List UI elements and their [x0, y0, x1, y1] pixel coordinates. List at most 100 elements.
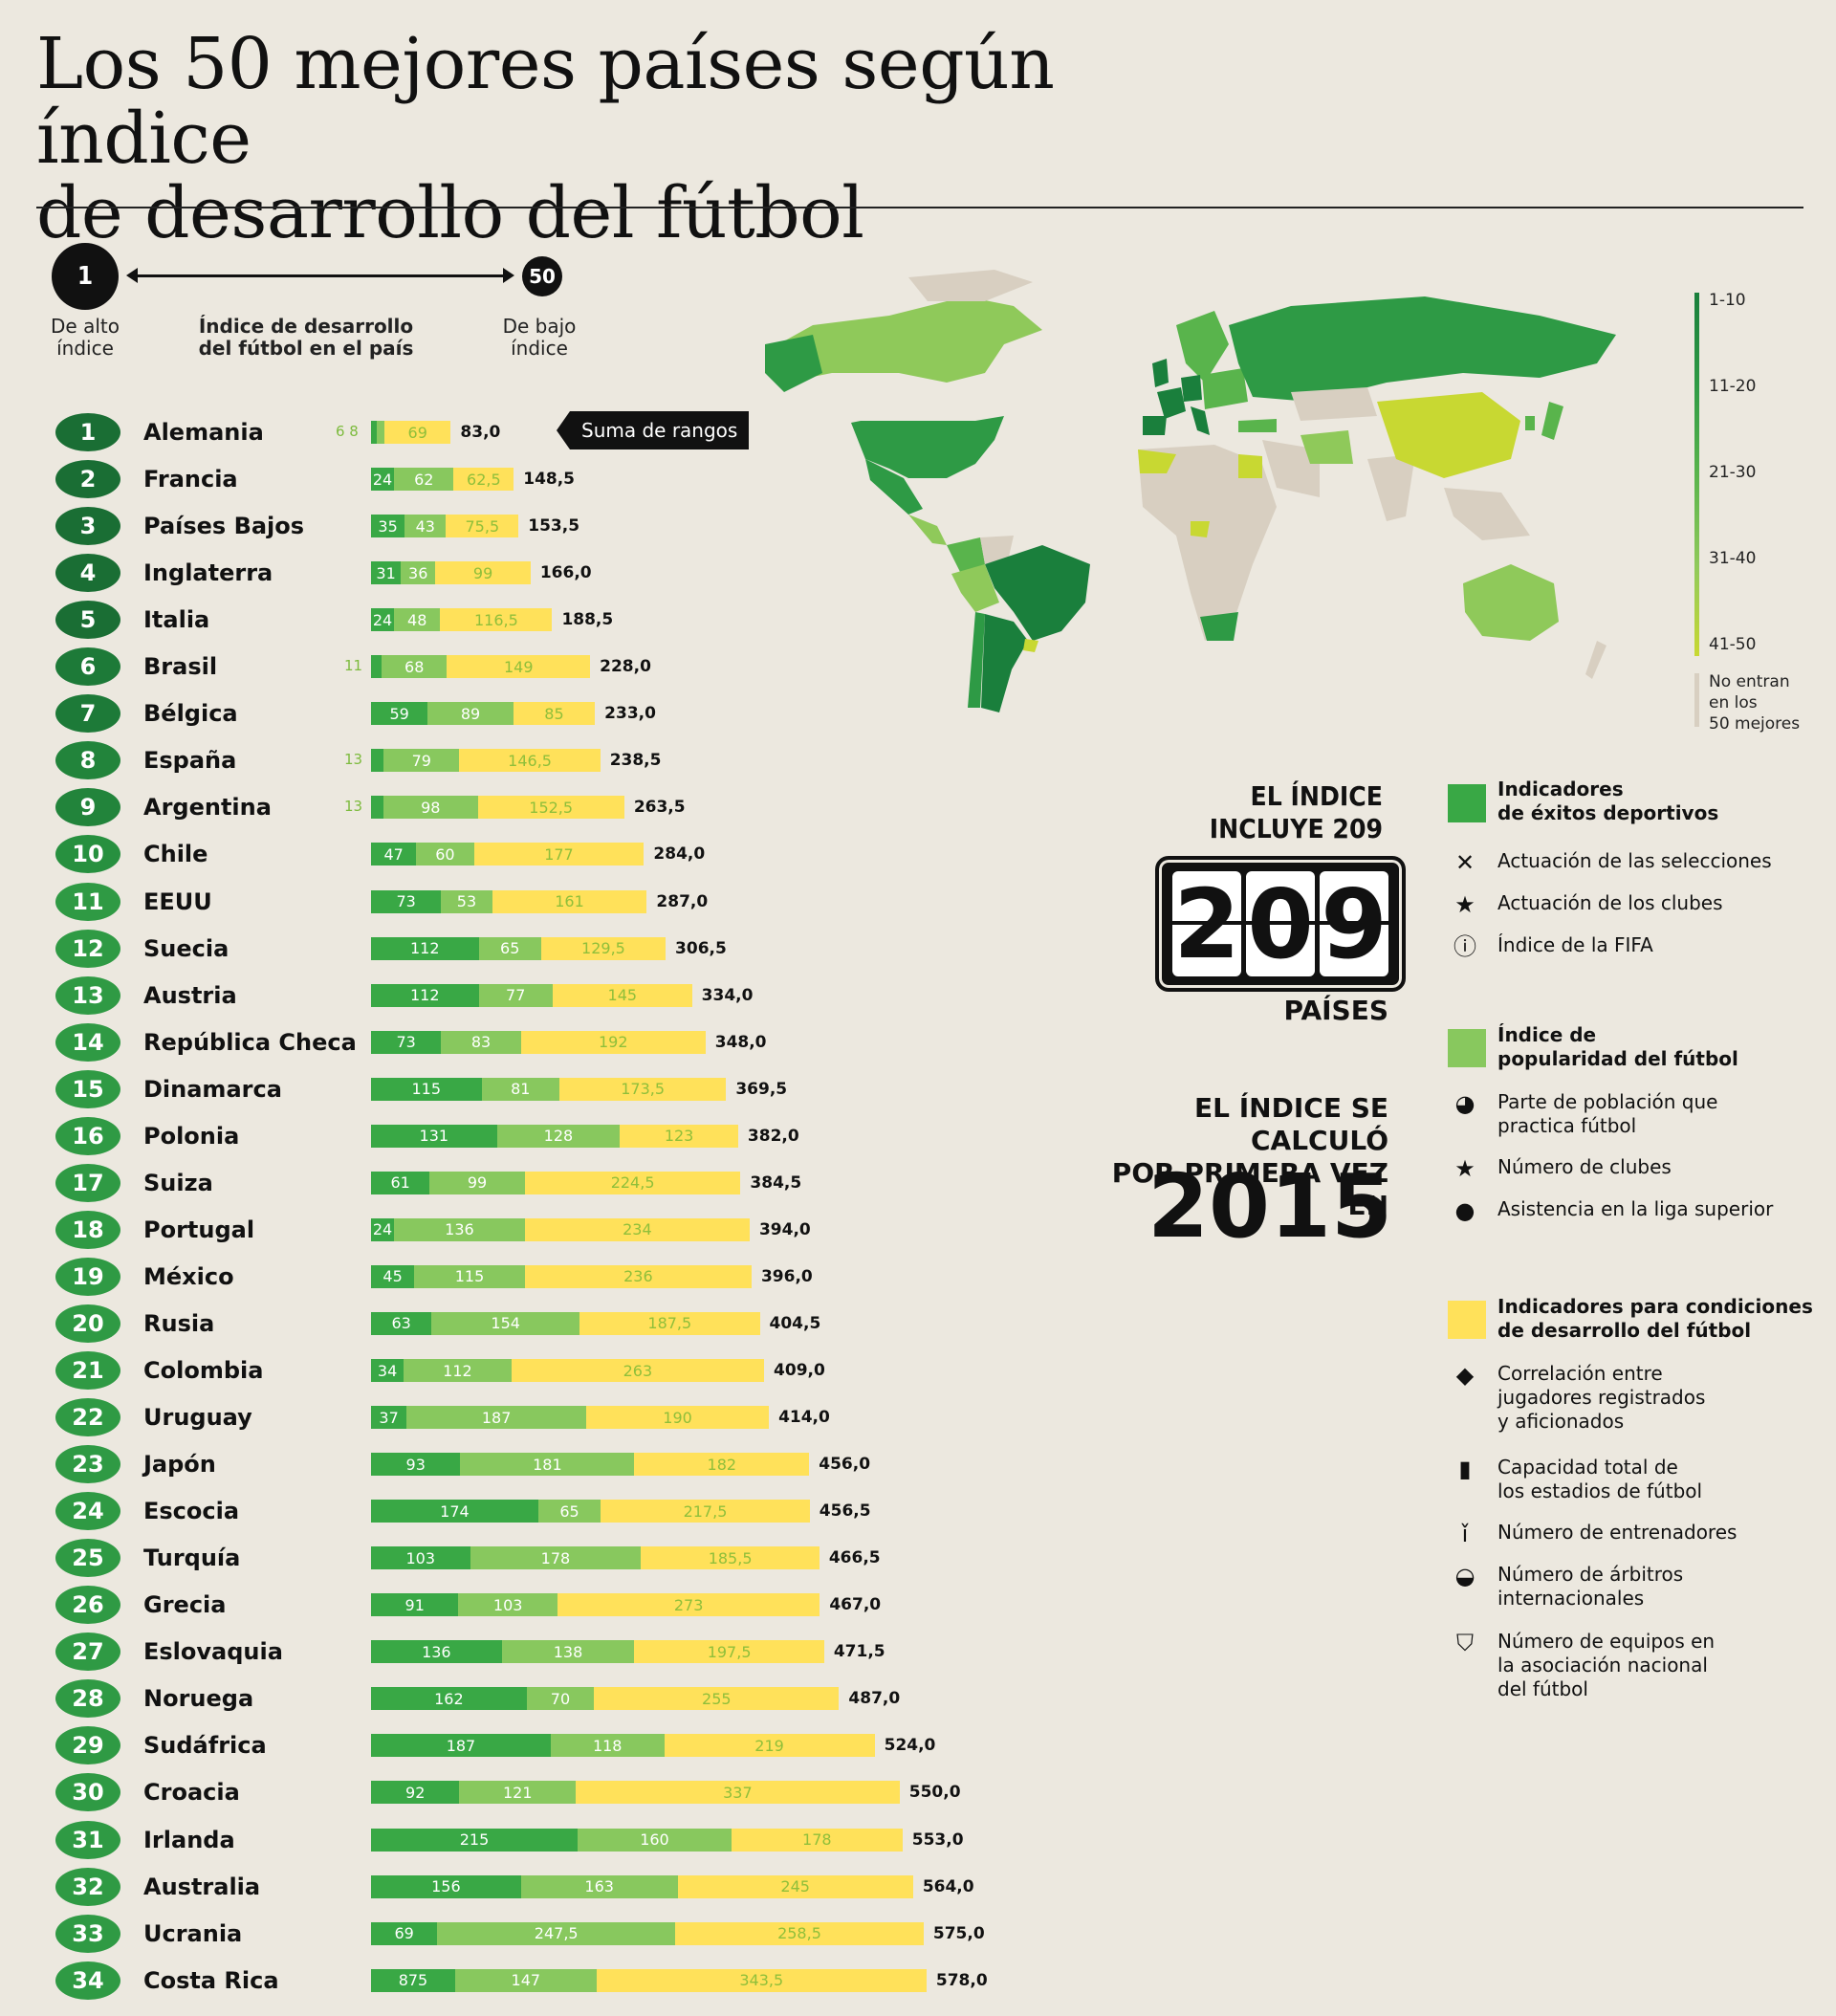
bar-segment-sport: 156: [371, 1874, 521, 1898]
bar-segment-conditions: 99: [435, 561, 531, 585]
scale-end-circle: 50: [522, 256, 562, 296]
legend-item-entrenadores: Número de entrenadores: [1497, 1521, 1738, 1544]
scale-mid-label: Índice de desarrollo del fútbol en el pa…: [191, 316, 421, 360]
rank-badge: 26: [55, 1586, 120, 1625]
bar-segment-conditions: 116,5: [440, 608, 553, 632]
map-legend-band-1: 1-10: [1709, 291, 1746, 310]
bar-segment-sport: 63: [371, 1311, 432, 1335]
counter-digit-1: 2: [1172, 867, 1241, 980]
legend-item-fifa: Índice de la FIFA: [1497, 933, 1653, 956]
ball-icon: ◕: [1454, 1090, 1475, 1117]
country-label: Brasil: [143, 653, 218, 681]
map-australia: [1463, 564, 1559, 641]
map-india: [1367, 454, 1415, 521]
row-total: 148,5: [523, 470, 576, 490]
legend-title-sport-2: de éxitos deportivos: [1497, 801, 1719, 824]
first-calculated-text: EL ÍNDICE SE CALCULÓ POR PRIMERA VEZ EN: [1109, 1092, 1388, 1222]
row-total: 564,0: [922, 1876, 974, 1896]
country-label: Suecia: [143, 934, 230, 962]
map-france: [1157, 387, 1186, 419]
legend-item-arbitros-2: internacionales: [1497, 1587, 1645, 1610]
rank-badge: 9: [55, 788, 120, 827]
bar-segment-popularity: 48: [394, 608, 441, 632]
map-turkey: [1238, 419, 1277, 432]
map-legend-none-1: No entran: [1709, 672, 1790, 691]
bar-segment-conditions: 182: [634, 1453, 810, 1477]
map-germany: [1181, 375, 1202, 402]
bar-segment-sport: 34: [371, 1359, 404, 1382]
country-label: Costa Rica: [143, 1966, 279, 1994]
row-total: 456,0: [819, 1455, 871, 1475]
bar-segment-popularity: 68: [382, 655, 448, 679]
bar-segment-popularity: 128: [496, 1124, 621, 1148]
legend-item-poblacion-2: practica fútbol: [1497, 1114, 1637, 1137]
counter-digit-3: 9: [1320, 867, 1388, 980]
legend-title-sport: Indicadores de éxitos deportivos: [1497, 778, 1718, 825]
rank-badge: 16: [55, 1116, 120, 1155]
bar-segment-conditions: 187,5: [579, 1311, 760, 1335]
bar-segment-sport: 24: [371, 1217, 395, 1241]
row-total: 348,0: [714, 1032, 767, 1052]
bar-segment-sport: 59: [371, 702, 428, 726]
country-label: Bélgica: [143, 700, 238, 728]
rank-badge: 7: [55, 694, 120, 734]
legend-title-popularity: Índice de popularidad del fútbol: [1497, 1023, 1738, 1071]
rank-badge: 4: [55, 554, 120, 593]
bar-segment-conditions: 245: [677, 1874, 913, 1898]
rank-badge: 2: [55, 460, 120, 499]
bar-segment-conditions: 190: [586, 1406, 770, 1430]
bar-segment-sport: 112: [371, 936, 479, 960]
map-iran: [1300, 430, 1353, 464]
row-total: 166,0: [539, 563, 592, 583]
title-line-2: de desarrollo del fútbol: [36, 172, 864, 254]
bar-segment-conditions: 185,5: [641, 1546, 820, 1570]
bar-segment-conditions: 192: [520, 1030, 706, 1054]
bar-segment-conditions: 343,5: [596, 1968, 927, 1992]
bar-segment-sport: 174: [371, 1500, 538, 1523]
map-new-zealand: [1585, 641, 1606, 679]
country-label: Noruega: [143, 1685, 254, 1713]
rank-badge: 3: [55, 507, 120, 546]
map-greenland: [908, 270, 1033, 301]
bar-segment-conditions: 255: [594, 1687, 840, 1711]
bar-segment-sport: 45: [371, 1264, 415, 1288]
rank-badge: 13: [55, 975, 120, 1015]
row-total: 83,0: [460, 423, 501, 442]
row-total: 263,5: [633, 798, 686, 818]
bar-segment-popularity: 53: [441, 889, 492, 913]
country-label: Polonia: [143, 1122, 240, 1150]
row-total: 575,0: [932, 1923, 985, 1943]
bar-segment-sport: 215: [371, 1828, 579, 1852]
legend-title-popularity-1: Índice de: [1497, 1023, 1597, 1046]
bar-segment-sport: 115: [371, 1077, 482, 1101]
bar-segment-sport: 91: [371, 1593, 459, 1617]
bar-segment-popularity: 65: [478, 936, 541, 960]
rank-badge: 30: [55, 1773, 120, 1812]
map-uruguay: [1023, 639, 1038, 652]
country-label: Austria: [143, 981, 237, 1009]
bar-segment-popularity: 247,5: [437, 1921, 676, 1945]
title-line-1: Los 50 mejores países según índice: [36, 23, 1055, 180]
rank-badge: 23: [55, 1445, 120, 1484]
bar-segment-popularity: 178: [470, 1546, 642, 1570]
legend-item-estadios: Capacidad total de los estadios de fútbo…: [1497, 1456, 1702, 1503]
country-label: Portugal: [143, 1216, 255, 1243]
bar-segment-popularity: 70: [526, 1687, 595, 1711]
map-korea: [1525, 416, 1535, 430]
bar-segment-sport: 24: [371, 468, 395, 492]
row-total: 553,0: [911, 1830, 964, 1850]
country-label: Colombia: [143, 1357, 264, 1384]
legend-item-correlacion: Correlación entre jugadores registrados …: [1497, 1362, 1705, 1434]
rank-badge: 34: [55, 1961, 120, 2000]
shield-icon: ⛉: [1456, 1630, 1474, 1656]
scale-mid-label-2: del fútbol en el país: [198, 337, 414, 360]
map-argentina: [981, 614, 1028, 712]
legend-title-conditions: Indicadores para condiciones de desarrol…: [1497, 1295, 1813, 1343]
bar-segment-conditions: 123: [620, 1124, 738, 1148]
rank-badge: 18: [55, 1210, 120, 1249]
rank-badge: 32: [55, 1867, 120, 1906]
bar-segment-popularity: 121: [459, 1781, 577, 1805]
rank-badge: 14: [55, 1022, 120, 1062]
legend-title-conditions-2: de desarrollo del fútbol: [1497, 1319, 1752, 1342]
bar-segment-conditions: 149: [447, 655, 591, 679]
